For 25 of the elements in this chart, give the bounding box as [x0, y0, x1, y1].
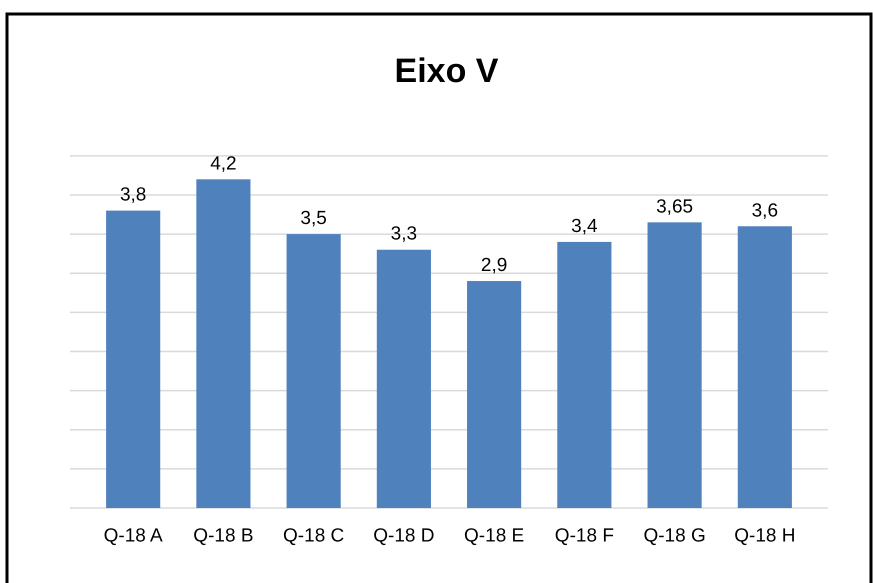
bar [648, 222, 702, 508]
x-tick-label: Q-18 B [193, 525, 254, 546]
bar [286, 234, 341, 508]
data-label: 3,6 [752, 200, 778, 222]
data-label: 3,65 [656, 196, 694, 218]
x-tick-label: Q-18 E [464, 525, 524, 546]
data-label: 2,9 [480, 255, 508, 276]
data-label: 3,4 [571, 216, 598, 237]
x-tick-label: Q-18 F [554, 525, 614, 546]
x-tick-label: Q-18 D [373, 525, 435, 546]
x-tick-label: Q-18 G [643, 525, 706, 546]
bar [738, 226, 792, 508]
bar [557, 242, 612, 508]
data-label: 3,8 [120, 184, 146, 206]
data-label: 4,2 [210, 153, 237, 174]
bar [106, 210, 160, 508]
data-label: 3,5 [300, 208, 327, 230]
data-label: 3,3 [390, 224, 418, 245]
bar [196, 179, 250, 508]
bar [467, 281, 522, 508]
x-tick-label: Q-18 A [104, 525, 164, 546]
x-tick-label: Q-18 C [283, 525, 344, 546]
x-tick-label: Q-18 H [734, 525, 796, 546]
bar [376, 250, 431, 508]
chart-title: Eixo V [394, 52, 499, 90]
